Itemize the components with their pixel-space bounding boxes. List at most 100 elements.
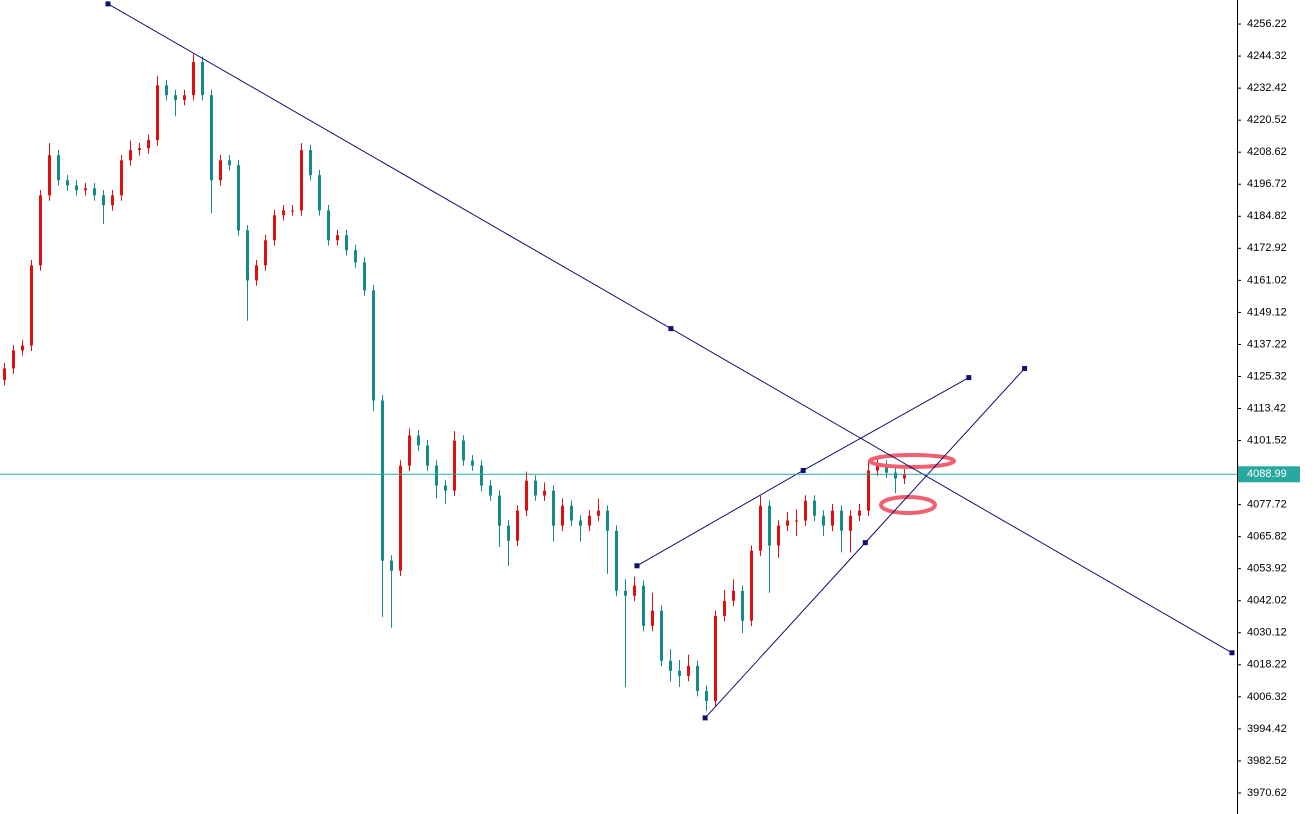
y-tick-label: 4232.42 bbox=[1247, 82, 1287, 94]
candle-body bbox=[507, 525, 510, 541]
candle-body bbox=[606, 510, 609, 531]
candle-body bbox=[291, 210, 294, 212]
y-tick-label: 3994.42 bbox=[1247, 723, 1287, 735]
candle-body bbox=[174, 95, 177, 101]
candle-body bbox=[534, 480, 537, 496]
trendline-anchor bbox=[862, 540, 868, 546]
candle-body bbox=[102, 195, 105, 206]
candle-body bbox=[813, 500, 816, 516]
candle-body bbox=[48, 155, 51, 196]
y-tick-label: 4256.22 bbox=[1247, 18, 1287, 30]
candle-body bbox=[345, 235, 348, 251]
candle-body bbox=[777, 525, 780, 546]
y-tick-label: 4065.82 bbox=[1247, 531, 1287, 543]
candle-body bbox=[480, 465, 483, 486]
y-tick-label: 4018.22 bbox=[1247, 659, 1287, 671]
y-tick-label: 3970.62 bbox=[1247, 787, 1287, 799]
candle-body bbox=[12, 350, 15, 369]
candle-body bbox=[165, 85, 168, 96]
candle-body bbox=[399, 465, 402, 571]
candle-body bbox=[561, 505, 564, 526]
candle-body bbox=[552, 490, 555, 526]
y-tick-label: 4053.92 bbox=[1247, 563, 1287, 575]
candle-body bbox=[93, 188, 96, 196]
candle-body bbox=[624, 590, 627, 596]
candle-body bbox=[867, 470, 870, 511]
candle-body bbox=[273, 215, 276, 241]
candle-body bbox=[804, 500, 807, 521]
candle-body bbox=[327, 210, 330, 241]
candle-body bbox=[372, 290, 375, 401]
candle-body bbox=[336, 235, 339, 241]
trendline-anchor bbox=[1229, 650, 1235, 656]
candle-body bbox=[219, 160, 222, 181]
candle-body bbox=[570, 505, 573, 521]
trendline-anchor bbox=[1022, 365, 1028, 371]
candle-body bbox=[57, 155, 60, 181]
candle-body bbox=[120, 160, 123, 196]
candle-body bbox=[435, 465, 438, 486]
y-tick-label: 3982.52 bbox=[1247, 755, 1287, 767]
candle-body bbox=[669, 660, 672, 671]
candle-body bbox=[903, 474, 906, 479]
y-tick-label: 4184.82 bbox=[1247, 210, 1287, 222]
candle-body bbox=[453, 440, 456, 491]
y-tick-label: 4149.12 bbox=[1247, 306, 1287, 318]
candle-body bbox=[444, 485, 447, 491]
candle-body bbox=[390, 560, 393, 571]
candle-body bbox=[543, 490, 546, 496]
current-price-box bbox=[1238, 466, 1300, 483]
candle-body bbox=[597, 510, 600, 516]
candle-body bbox=[795, 520, 798, 522]
y-tick-label: 4006.32 bbox=[1247, 691, 1287, 703]
candle-body bbox=[633, 585, 636, 596]
candle-body bbox=[426, 445, 429, 466]
y-tick-label: 4042.02 bbox=[1247, 595, 1287, 607]
y-tick-label: 4137.22 bbox=[1247, 338, 1287, 350]
candle-body bbox=[111, 195, 114, 206]
candle-body bbox=[786, 520, 789, 526]
candle-body bbox=[732, 590, 735, 601]
candle-body bbox=[759, 505, 762, 551]
candle-body bbox=[309, 150, 312, 176]
y-tick-label: 4196.72 bbox=[1247, 178, 1287, 190]
candle-body bbox=[642, 585, 645, 626]
y-tick-label: 4125.32 bbox=[1247, 370, 1287, 382]
candle-body bbox=[129, 150, 132, 161]
candle-body bbox=[840, 510, 843, 531]
candle-body bbox=[66, 180, 69, 186]
candle-body bbox=[147, 140, 150, 149]
candle-body bbox=[210, 95, 213, 181]
candle-body bbox=[156, 85, 159, 141]
candle-body bbox=[30, 265, 33, 346]
candle-body bbox=[201, 62, 204, 96]
candle-body bbox=[282, 210, 285, 216]
candle-body bbox=[750, 550, 753, 621]
candle-body bbox=[741, 590, 744, 621]
candle-body bbox=[849, 515, 852, 531]
candle-body bbox=[651, 610, 654, 626]
candle-body bbox=[822, 515, 825, 526]
y-tick-label: 4172.92 bbox=[1247, 242, 1287, 254]
candle-body bbox=[705, 690, 708, 701]
y-tick-label: 4030.12 bbox=[1247, 627, 1287, 639]
candle-body bbox=[84, 188, 87, 191]
candle-body bbox=[255, 265, 258, 281]
candle-body bbox=[192, 62, 195, 96]
candle-body bbox=[687, 665, 690, 676]
candle-body bbox=[39, 195, 42, 266]
candle-body bbox=[516, 510, 519, 541]
y-tick-label: 4113.42 bbox=[1247, 402, 1286, 414]
y-tick-label: 4161.02 bbox=[1247, 274, 1287, 286]
candle-body bbox=[318, 175, 321, 211]
candle-body bbox=[723, 600, 726, 616]
candle-body bbox=[525, 480, 528, 511]
trendline-anchor bbox=[702, 715, 708, 721]
candle-body bbox=[660, 610, 663, 661]
candle-body bbox=[714, 615, 717, 701]
trendline-anchor bbox=[800, 467, 806, 473]
candle-body bbox=[696, 665, 699, 691]
trendline-anchor bbox=[105, 1, 111, 7]
